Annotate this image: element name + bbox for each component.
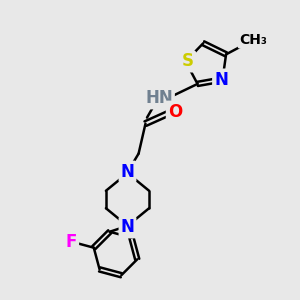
Text: N: N [121, 218, 134, 236]
Text: O: O [168, 103, 182, 121]
Text: N: N [214, 70, 228, 88]
Text: S: S [182, 52, 194, 70]
Text: F: F [66, 233, 77, 251]
Text: HN: HN [145, 89, 173, 107]
Text: N: N [121, 163, 134, 181]
Text: CH₃: CH₃ [239, 33, 267, 47]
